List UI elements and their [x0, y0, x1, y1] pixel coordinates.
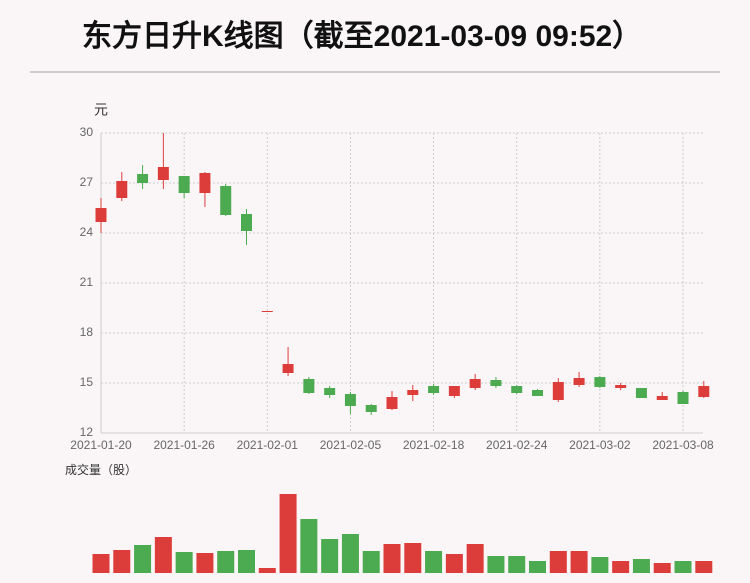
y-tick-label: 30: [80, 125, 94, 139]
candle-body: [178, 176, 190, 193]
y-tick-label: 24: [80, 225, 94, 239]
candle-body: [303, 379, 315, 393]
candle-body: [635, 388, 647, 398]
volume-bar: [113, 550, 131, 573]
candle-body: [220, 186, 232, 215]
volume-bar: [674, 561, 692, 573]
volume-bar: [279, 494, 297, 573]
x-tick-label: 2021-02-01: [237, 438, 299, 452]
volume-bar: [362, 551, 380, 573]
volume-bar: [175, 552, 193, 573]
candle-body: [365, 405, 377, 412]
volume-bar: [466, 544, 484, 573]
volume-bar: [570, 551, 588, 573]
candle-body: [95, 208, 107, 222]
candle-body: [137, 174, 149, 183]
y-tick-label: 21: [80, 275, 94, 289]
volume-bar: [92, 554, 110, 573]
y-tick-label: 27: [80, 175, 94, 189]
volume-label: 成交量（股）: [65, 462, 137, 477]
volume-bar: [258, 568, 276, 573]
volume-bar: [321, 539, 339, 573]
candle-body: [282, 364, 294, 373]
volume-bar: [217, 551, 235, 573]
volume-bar: [612, 561, 630, 573]
volume-bar: [632, 559, 650, 573]
volume-bar: [134, 545, 152, 573]
volume-bar: [445, 554, 463, 573]
volume-bar: [404, 543, 422, 573]
y-tick-label: 15: [80, 375, 94, 389]
volume-bar: [238, 550, 256, 573]
x-tick-label: 2021-02-24: [486, 438, 548, 452]
x-tick-label: 2021-01-20: [70, 438, 132, 452]
candle-body: [677, 392, 689, 404]
x-tick-label: 2021-03-08: [652, 438, 714, 452]
volume-bar: [653, 563, 671, 573]
candle-body: [469, 379, 481, 388]
candle-body: [615, 385, 627, 388]
candle-body: [344, 394, 356, 406]
candle-body: [448, 386, 460, 396]
candle-body: [199, 173, 211, 193]
candle-body: [324, 388, 336, 395]
candle-body: [573, 378, 585, 385]
y-tick-label: 12: [80, 425, 94, 439]
volume-bar: [154, 537, 172, 573]
candle-body: [157, 167, 169, 180]
x-tick-label: 2021-03-02: [569, 438, 631, 452]
x-tick-label: 2021-02-05: [320, 438, 382, 452]
volume-bar: [425, 551, 443, 573]
candle-body: [241, 214, 253, 231]
volume-bar: [508, 556, 526, 573]
volume-bar: [487, 556, 505, 573]
volume-bar: [341, 534, 359, 573]
candle-body: [428, 386, 440, 393]
y-axis-label: 元: [94, 102, 108, 118]
volume-bar: [529, 561, 547, 573]
candle-body: [511, 386, 523, 393]
x-tick-label: 2021-01-26: [153, 438, 215, 452]
volume-bar: [549, 551, 567, 573]
candle-body: [656, 396, 668, 400]
candle-body: [386, 397, 398, 409]
volume-bar: [383, 544, 401, 573]
candle-body: [594, 377, 606, 387]
candle-body: [698, 386, 710, 397]
volume-bar: [695, 561, 713, 573]
candle-body: [552, 382, 564, 400]
volume-bar: [300, 519, 318, 573]
candle-body: [532, 390, 544, 396]
volume-bar: [591, 557, 609, 573]
y-tick-label: 18: [80, 325, 94, 339]
candle-body: [261, 311, 273, 312]
volume-bar: [196, 553, 214, 573]
candle-body: [407, 390, 419, 395]
chart-title: 东方日升K线图（截至2021-03-09 09:52）: [82, 19, 642, 53]
x-tick-label: 2021-02-18: [403, 438, 465, 452]
candle-body: [116, 181, 128, 198]
candle-body: [490, 380, 502, 386]
